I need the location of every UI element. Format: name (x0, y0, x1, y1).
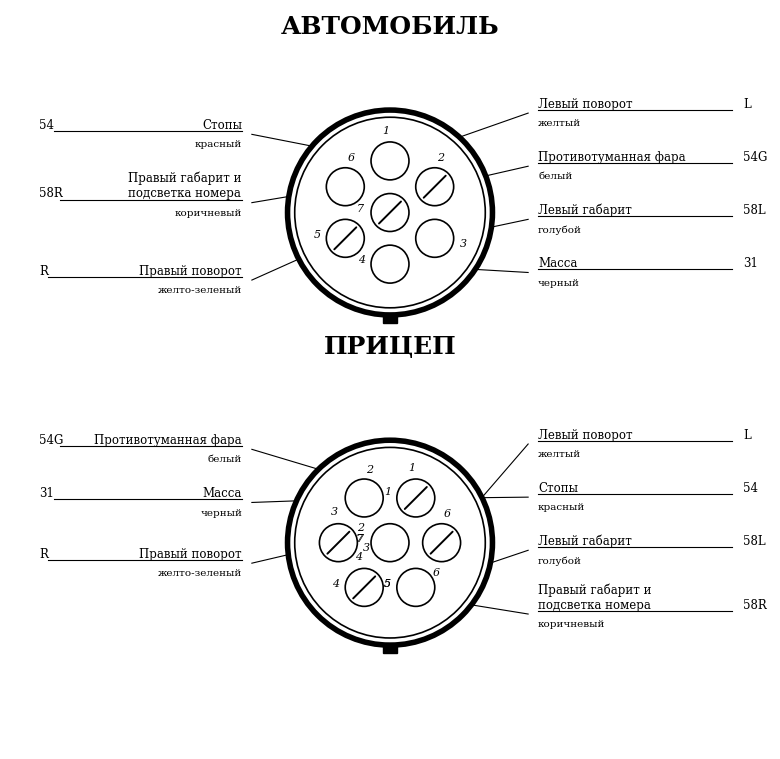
Text: Противотуманная фара: Противотуманная фара (94, 434, 242, 447)
Text: 31: 31 (743, 257, 758, 270)
Text: Стопы: Стопы (202, 119, 242, 132)
Text: L: L (743, 429, 750, 442)
Text: 1: 1 (383, 125, 390, 136)
Text: L: L (743, 98, 750, 111)
Circle shape (346, 568, 383, 606)
Circle shape (346, 479, 383, 517)
Text: АВТОМОБИЛЬ: АВТОМОБИЛЬ (281, 14, 499, 39)
Circle shape (320, 524, 357, 562)
Text: 54: 54 (39, 119, 55, 132)
Text: 54G: 54G (39, 434, 64, 447)
Text: Стопы: Стопы (538, 482, 578, 495)
Text: 4: 4 (355, 552, 362, 562)
Text: 54G: 54G (743, 151, 768, 164)
Text: 58R: 58R (39, 187, 63, 200)
Text: 58L: 58L (743, 204, 765, 217)
Text: Правый габарит и
подсветка номера: Правый габарит и подсветка номера (129, 172, 242, 200)
Text: черный: черный (200, 509, 242, 518)
Circle shape (416, 219, 454, 257)
Text: 7: 7 (357, 203, 364, 214)
Text: желто-зеленый: желто-зеленый (158, 286, 242, 295)
Text: Левый поворот: Левый поворот (538, 429, 633, 442)
Text: 3: 3 (331, 507, 339, 518)
Bar (383, 313, 397, 323)
Circle shape (416, 168, 454, 206)
Text: 58L: 58L (743, 535, 765, 548)
Text: 2: 2 (367, 465, 374, 474)
Text: 31: 31 (39, 487, 55, 500)
Text: R: R (39, 265, 48, 278)
Text: 6: 6 (347, 153, 355, 163)
Text: коричневый: коричневый (175, 209, 242, 218)
Text: 5: 5 (384, 578, 391, 588)
Text: 3: 3 (459, 239, 466, 249)
Text: Масса: Масса (538, 257, 577, 270)
Text: красный: красный (195, 140, 242, 150)
Text: желтый: желтый (538, 119, 581, 128)
Text: 7: 7 (357, 534, 364, 544)
Text: черный: черный (538, 279, 580, 288)
Text: 2: 2 (356, 524, 364, 534)
Bar (383, 643, 397, 653)
Circle shape (371, 194, 409, 231)
Text: красный: красный (538, 503, 585, 512)
Text: желто-зеленый: желто-зеленый (158, 569, 242, 578)
Text: белый: белый (207, 455, 242, 465)
Text: 3: 3 (363, 543, 370, 553)
Text: 4: 4 (358, 255, 365, 266)
Circle shape (288, 110, 492, 315)
Text: Левый габарит: Левый габарит (538, 534, 632, 548)
Text: R: R (39, 548, 48, 561)
Text: Правый габарит и
подсветка номера: Правый габарит и подсветка номера (538, 583, 651, 612)
Text: Противотуманная фара: Противотуманная фара (538, 151, 686, 164)
Circle shape (397, 479, 434, 517)
Circle shape (371, 142, 409, 180)
Text: 2: 2 (437, 153, 444, 163)
Text: голубой: голубой (538, 225, 582, 235)
Text: 7: 7 (356, 534, 363, 544)
Text: желтый: желтый (538, 450, 581, 459)
Text: Левый поворот: Левый поворот (538, 98, 633, 111)
Circle shape (288, 440, 492, 645)
Text: 5: 5 (314, 229, 321, 240)
Circle shape (397, 568, 434, 606)
Text: 6: 6 (444, 509, 451, 519)
Circle shape (423, 524, 460, 562)
Text: Левый габарит: Левый габарит (538, 203, 632, 217)
Circle shape (326, 219, 364, 257)
Text: голубой: голубой (538, 556, 582, 566)
Text: Масса: Масса (203, 487, 242, 500)
Text: 1: 1 (409, 463, 416, 473)
Text: Правый поворот: Правый поворот (140, 548, 242, 561)
Circle shape (371, 524, 409, 562)
Text: 5: 5 (384, 578, 391, 588)
Text: 6: 6 (432, 568, 439, 578)
Text: белый: белый (538, 172, 573, 181)
Text: 1: 1 (384, 487, 391, 497)
Text: ПРИЦЕП: ПРИЦЕП (324, 335, 456, 359)
Text: 4: 4 (332, 578, 339, 588)
Text: 54: 54 (743, 482, 758, 495)
Text: Правый поворот: Правый поворот (140, 265, 242, 278)
Text: коричневый: коричневый (538, 620, 605, 629)
Text: 58R: 58R (743, 599, 767, 612)
Circle shape (371, 245, 409, 283)
Circle shape (326, 168, 364, 206)
